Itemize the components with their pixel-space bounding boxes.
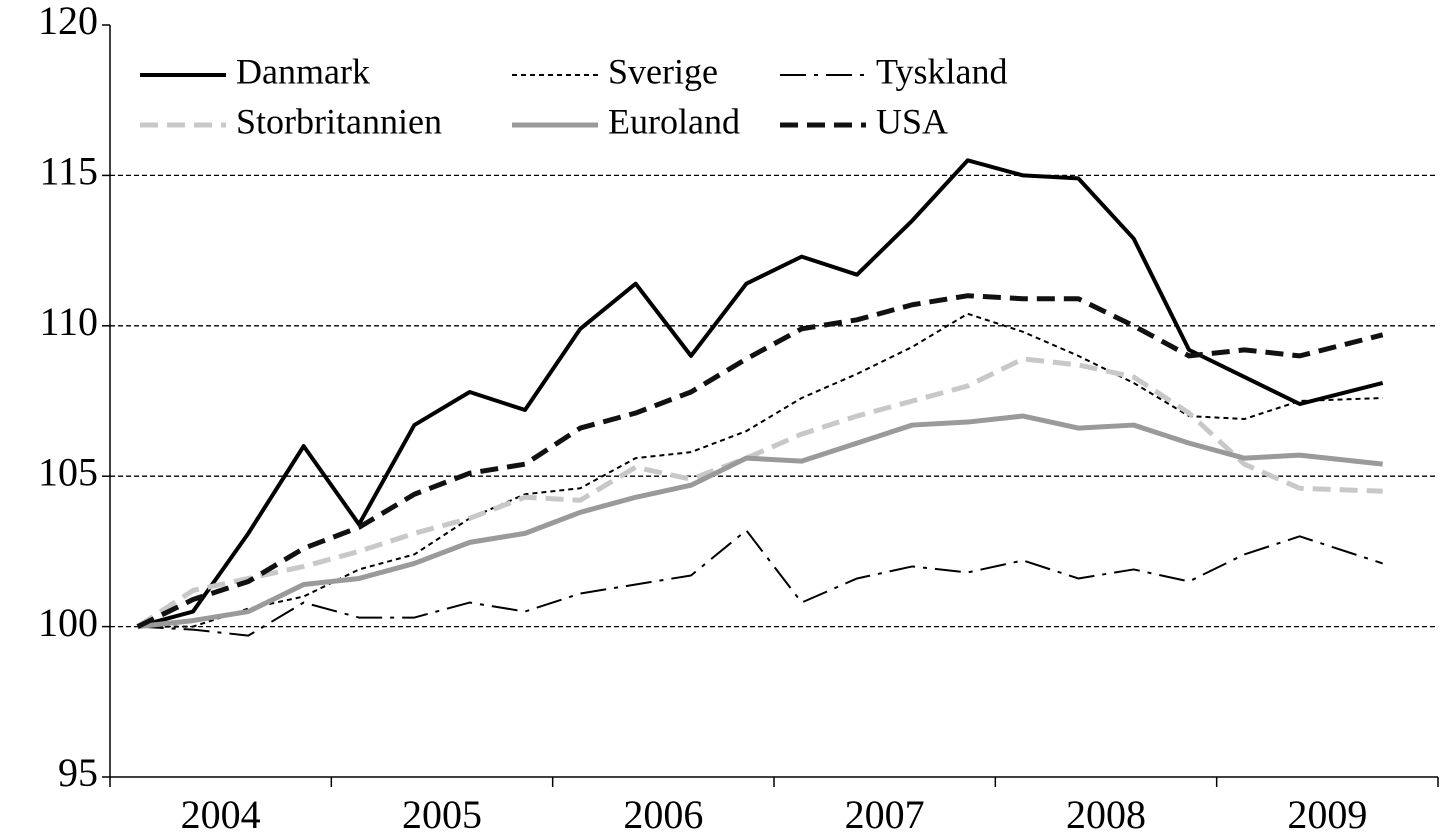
y-tick-label: 110 (39, 299, 98, 344)
series-line (136, 293, 1384, 629)
series-line (137, 158, 1384, 629)
legend-label: Tyskland (876, 51, 1007, 91)
legend-label: Danmark (236, 51, 370, 91)
series-line (136, 356, 1383, 629)
series-line (137, 413, 1383, 630)
y-tick-label: 100 (38, 600, 98, 645)
x-tick-label: 2005 (402, 792, 482, 837)
x-tick-label: 2009 (1287, 792, 1367, 837)
x-tick-label: 2004 (181, 792, 261, 837)
legend-label: USA (876, 101, 948, 141)
x-tick-label: 2006 (623, 792, 703, 837)
y-tick-label: 105 (38, 449, 98, 494)
series-line (137, 312, 1383, 628)
legend-label: Sverige (608, 51, 718, 91)
x-tick-label: 2008 (1066, 792, 1146, 837)
y-tick-label: 115 (39, 149, 98, 194)
legend-label: Euroland (608, 101, 740, 141)
x-tick-label: 2007 (845, 792, 925, 837)
legend-label: Storbritannien (236, 101, 442, 141)
y-tick-label: 95 (58, 750, 98, 795)
y-tick-label: 120 (38, 0, 98, 43)
